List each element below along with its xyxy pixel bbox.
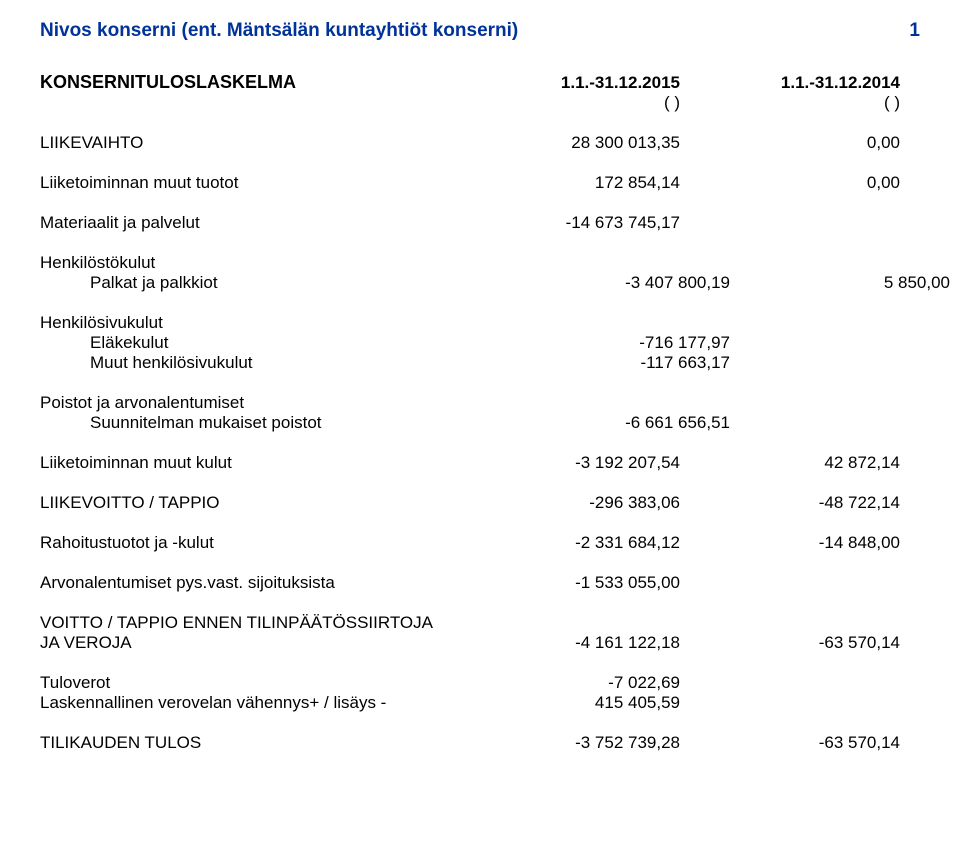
row-tuloverot: Tuloverot -7 022,69 (40, 673, 920, 693)
val2-rahoitustuotot: -14 848,00 (680, 533, 900, 553)
row-henkilosivukulut: Henkilösivukulut (40, 313, 920, 333)
row-muut-henkilosivukulut: Muut henkilösivukulut -117 663,17 (40, 353, 920, 373)
val1-liikevoitto: -296 383,06 (460, 493, 680, 513)
val2-liikevaihto: 0,00 (680, 133, 900, 153)
label-laskennallinen: Laskennallinen verovelan vähennys+ / lis… (40, 693, 460, 713)
val1-rahoitustuotot: -2 331 684,12 (460, 533, 680, 553)
val1-palkat: -3 407 800,19 (510, 273, 730, 293)
row-voitto-line2: JA VEROJA -4 161 122,18 -63 570,14 (40, 633, 920, 653)
val1-liikevaihto: 28 300 013,35 (460, 133, 680, 153)
label-rahoitustuotot: Rahoitustuotot ja -kulut (40, 533, 460, 553)
paren-row: ( ) ( ) (40, 93, 920, 113)
label-palkat: Palkat ja palkkiot (40, 273, 510, 293)
row-henkilostokulut: Henkilöstökulut (40, 253, 920, 273)
row-voitto-line1: VOITTO / TAPPIO ENNEN TILINPÄÄTÖSSIIRTOJ… (40, 613, 920, 633)
page-number: 1 (909, 20, 920, 42)
statement-title-row: KONSERNITULOSLASKELMA 1.1.-31.12.2015 1.… (40, 72, 920, 93)
label-elakekulut: Eläkekulut (40, 333, 510, 353)
label-arvonalentumiset: Arvonalentumiset pys.vast. sijoituksista (40, 573, 460, 593)
label-liikevaihto: LIIKEVAIHTO (40, 133, 460, 153)
val1-tuloverot: -7 022,69 (460, 673, 680, 693)
row-rahoitustuotot: Rahoitustuotot ja -kulut -2 331 684,12 -… (40, 533, 920, 553)
date-col-2: 1.1.-31.12.2014 (680, 73, 900, 93)
val1-voitto-line2: -4 161 122,18 (460, 633, 680, 653)
val2-palkat: 5 850,00 (730, 273, 950, 293)
val2-liiketoiminnan-muut-kulut: 42 872,14 (680, 453, 900, 473)
val2-liikevoitto: -48 722,14 (680, 493, 900, 513)
val1-materiaalit: -14 673 745,17 (460, 213, 680, 233)
paren-2: ( ) (680, 93, 900, 113)
label-henkilostokulut: Henkilöstökulut (40, 253, 460, 273)
row-poistot-arvon: Poistot ja arvonalentumiset (40, 393, 920, 413)
label-voitto-line1: VOITTO / TAPPIO ENNEN TILINPÄÄTÖSSIIRTOJ… (40, 613, 460, 633)
row-arvonalentumiset: Arvonalentumiset pys.vast. sijoituksista… (40, 573, 920, 593)
row-laskennallinen: Laskennallinen verovelan vähennys+ / lis… (40, 693, 920, 713)
label-materiaalit: Materiaalit ja palvelut (40, 213, 460, 233)
row-palkat: Palkat ja palkkiot -3 407 800,19 5 850,0… (40, 273, 920, 293)
row-tilikauden-tulos: TILIKAUDEN TULOS -3 752 739,28 -63 570,1… (40, 733, 920, 753)
val1-tilikauden-tulos: -3 752 739,28 (460, 733, 680, 753)
header-row: Nivos konserni (ent. Mäntsälän kuntayhti… (40, 20, 920, 42)
row-materiaalit: Materiaalit ja palvelut -14 673 745,17 (40, 213, 920, 233)
date-col-1: 1.1.-31.12.2015 (460, 73, 680, 93)
val1-liiketoiminnan-muut-kulut: -3 192 207,54 (460, 453, 680, 473)
company-name: Nivos konserni (ent. Mäntsälän kuntayhti… (40, 20, 518, 42)
label-tilikauden-tulos: TILIKAUDEN TULOS (40, 733, 460, 753)
label-liiketoiminnan-muut-tuotot: Liiketoiminnan muut tuotot (40, 173, 460, 193)
label-muut-henkilosivukulut: Muut henkilösivukulut (40, 353, 510, 373)
val2-tilikauden-tulos: -63 570,14 (680, 733, 900, 753)
label-henkilosivukulut: Henkilösivukulut (40, 313, 460, 333)
row-liikevoitto: LIIKEVOITTO / TAPPIO -296 383,06 -48 722… (40, 493, 920, 513)
val1-laskennallinen: 415 405,59 (460, 693, 680, 713)
val1-elakekulut: -716 177,97 (510, 333, 730, 353)
val1-muut-henkilosivukulut: -117 663,17 (510, 353, 730, 373)
row-liiketoiminnan-muut-kulut: Liiketoiminnan muut kulut -3 192 207,54 … (40, 453, 920, 473)
val2-voitto-line2: -63 570,14 (680, 633, 900, 653)
row-liiketoiminnan-muut-tuotot: Liiketoiminnan muut tuotot 172 854,14 0,… (40, 173, 920, 193)
label-suunnitelman-poistot: Suunnitelman mukaiset poistot (40, 413, 510, 433)
statement-title: KONSERNITULOSLASKELMA (40, 72, 460, 93)
row-liikevaihto: LIIKEVAIHTO 28 300 013,35 0,00 (40, 133, 920, 153)
val2-liiketoiminnan-muut-tuotot: 0,00 (680, 173, 900, 193)
label-voitto-line2: JA VEROJA (40, 633, 460, 653)
label-tuloverot: Tuloverot (40, 673, 460, 693)
val1-liiketoiminnan-muut-tuotot: 172 854,14 (460, 173, 680, 193)
label-poistot-arvon: Poistot ja arvonalentumiset (40, 393, 460, 413)
paren-1: ( ) (460, 93, 680, 113)
val1-arvonalentumiset: -1 533 055,00 (460, 573, 680, 593)
label-liikevoitto: LIIKEVOITTO / TAPPIO (40, 493, 460, 513)
label-liiketoiminnan-muut-kulut: Liiketoiminnan muut kulut (40, 453, 460, 473)
row-elakekulut: Eläkekulut -716 177,97 (40, 333, 920, 353)
row-suunnitelman-poistot: Suunnitelman mukaiset poistot -6 661 656… (40, 413, 920, 433)
val1-suunnitelman-poistot: -6 661 656,51 (510, 413, 730, 433)
